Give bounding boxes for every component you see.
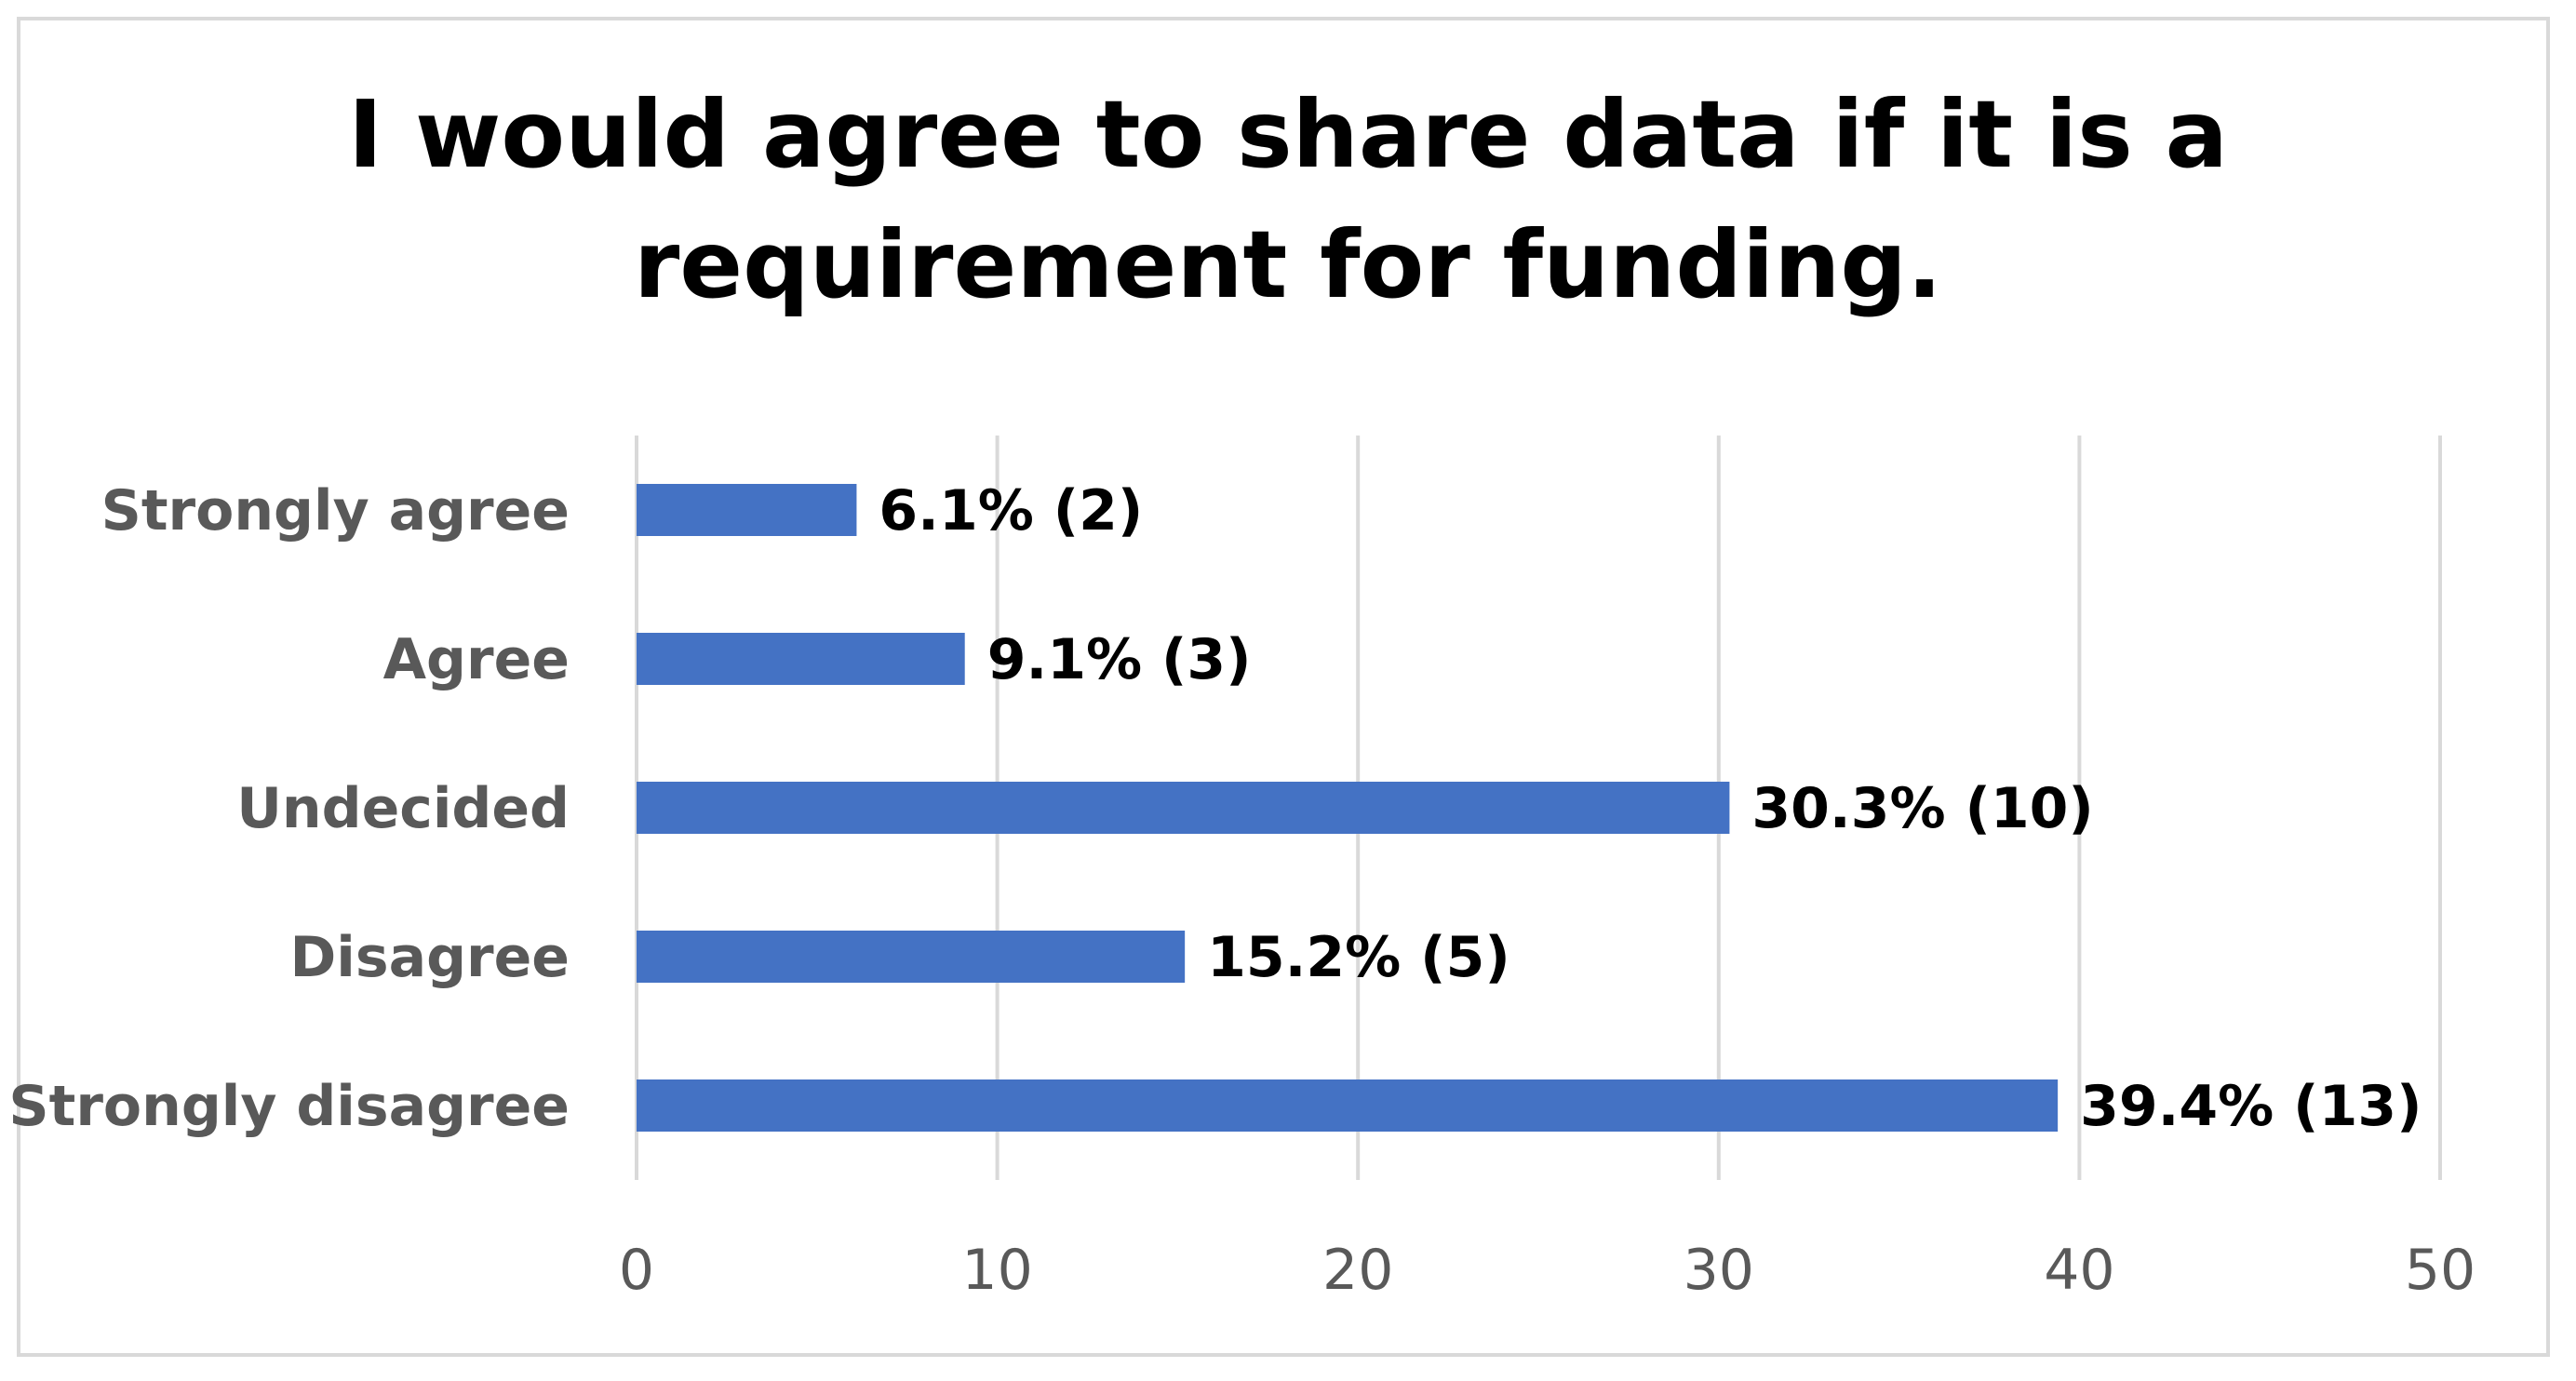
bar	[637, 484, 857, 536]
data-label: 39.4% (13)	[2080, 1074, 2422, 1139]
bar	[637, 1079, 2059, 1132]
category-labels: Strongly agree Agree Undecided Disagree Stro…	[8, 478, 570, 1139]
category-label: Disagree	[290, 925, 570, 990]
category-label: Strongly disagree	[8, 1074, 570, 1139]
data-label: 30.3% (10)	[1751, 776, 2093, 841]
category-label: Agree	[383, 627, 570, 692]
data-label: 6.1% (2)	[879, 478, 1143, 543]
bar	[637, 782, 1730, 834]
data-labels: 6.1% (2) 9.1% (3) 30.3% (10) 15.2% (5) 39.4%…	[879, 478, 2422, 1139]
category-label: Undecided	[236, 776, 570, 841]
x-tick-label: 10	[961, 1238, 1032, 1303]
bars	[637, 484, 2059, 1132]
x-tick-label: 40	[2044, 1238, 2114, 1303]
x-tick-label: 50	[2405, 1238, 2475, 1303]
data-label: 9.1% (3)	[987, 627, 1252, 692]
chart-title: I would agree to share data if it is a r…	[347, 80, 2229, 319]
data-label: 15.2% (5)	[1207, 925, 1510, 990]
chart-frame	[17, 17, 2550, 1357]
bar	[637, 633, 965, 685]
x-tick-label: 20	[1322, 1238, 1393, 1303]
x-tick-label: 0	[619, 1238, 654, 1303]
x-axis-tick-labels: 0 10 20 30 40 50	[619, 1238, 2475, 1303]
category-label: Strongly agree	[101, 478, 570, 543]
bar	[637, 931, 1186, 983]
x-tick-label: 30	[1684, 1238, 1754, 1303]
